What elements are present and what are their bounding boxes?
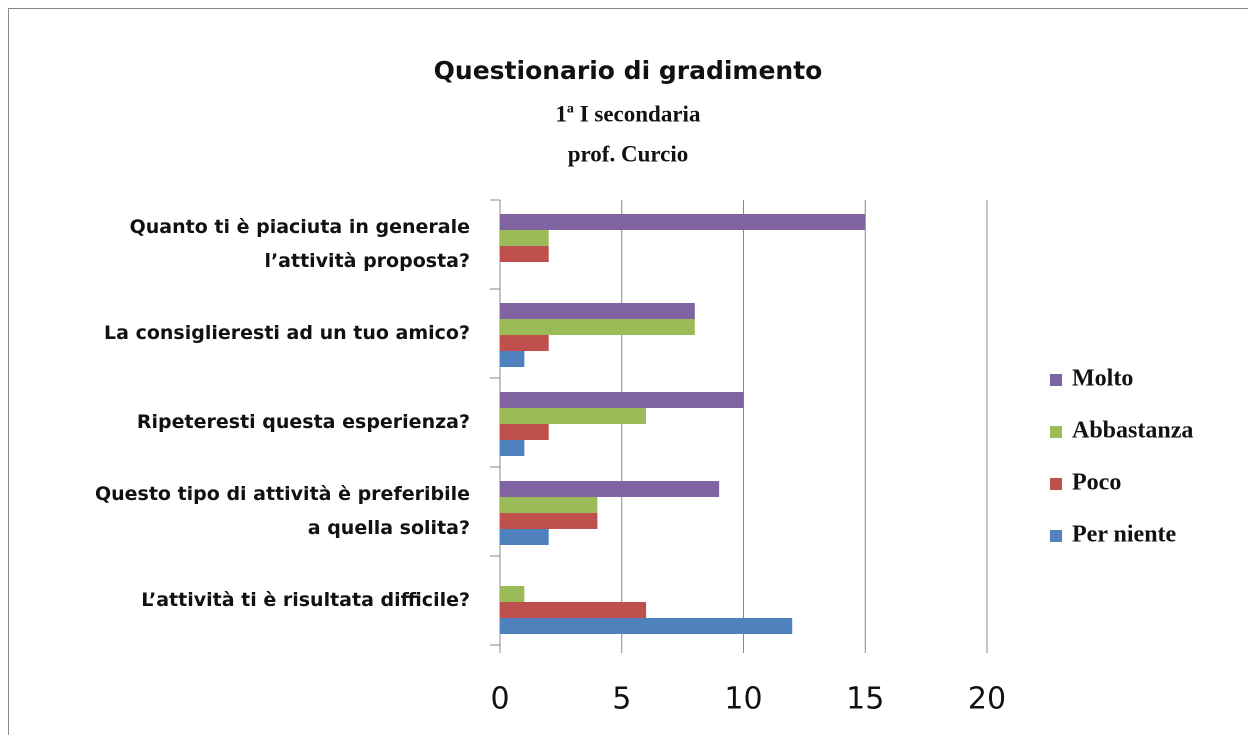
x-tick-label: 15 xyxy=(846,682,884,717)
bar xyxy=(500,586,525,602)
bar xyxy=(500,440,525,456)
legend-swatch xyxy=(1050,426,1062,438)
bar xyxy=(500,303,695,319)
x-tick-label: 5 xyxy=(612,682,631,717)
bar xyxy=(500,602,647,618)
bar xyxy=(500,246,549,262)
bar xyxy=(500,351,525,367)
chart-title: Questionario di gradimento xyxy=(434,56,823,85)
y-tick-label: a quella solita? xyxy=(308,517,470,539)
legend-swatch xyxy=(1050,530,1062,542)
bar xyxy=(500,529,549,545)
bar xyxy=(500,319,695,335)
y-tick-label: Quanto ti è piaciuta in generale xyxy=(130,216,470,238)
legend-label: Poco xyxy=(1072,470,1121,496)
y-tick-label: L’attività ti è risultata difficile? xyxy=(141,589,470,611)
x-tick-label: 10 xyxy=(724,682,762,717)
bar xyxy=(500,335,549,351)
x-tick-label: 20 xyxy=(968,682,1006,717)
y-tick-label: Ripeteresti questa esperienza? xyxy=(137,411,470,433)
legend-swatch xyxy=(1050,478,1062,490)
bar xyxy=(500,392,744,408)
legend-label: Molto xyxy=(1072,366,1133,392)
bar xyxy=(500,230,549,246)
chart-subtitle: 1ª I secondaria xyxy=(556,101,701,126)
bar xyxy=(500,408,647,424)
bar xyxy=(500,497,598,513)
bar xyxy=(500,214,866,230)
y-tick-label: La consiglieresti ad un tuo amico? xyxy=(104,322,470,344)
legend-label: Per niente xyxy=(1072,522,1177,548)
y-tick-label: l’attività proposta? xyxy=(264,250,470,272)
bar xyxy=(500,513,598,529)
bar xyxy=(500,618,793,634)
bar xyxy=(500,424,549,440)
y-tick-label: Questo tipo di attività è preferibile xyxy=(95,483,470,505)
legend-swatch xyxy=(1050,374,1062,386)
x-tick-label: 0 xyxy=(490,682,509,717)
legend-label: Abbastanza xyxy=(1072,418,1193,444)
bar xyxy=(500,481,720,497)
chart-subtitle: prof. Curcio xyxy=(568,141,689,166)
